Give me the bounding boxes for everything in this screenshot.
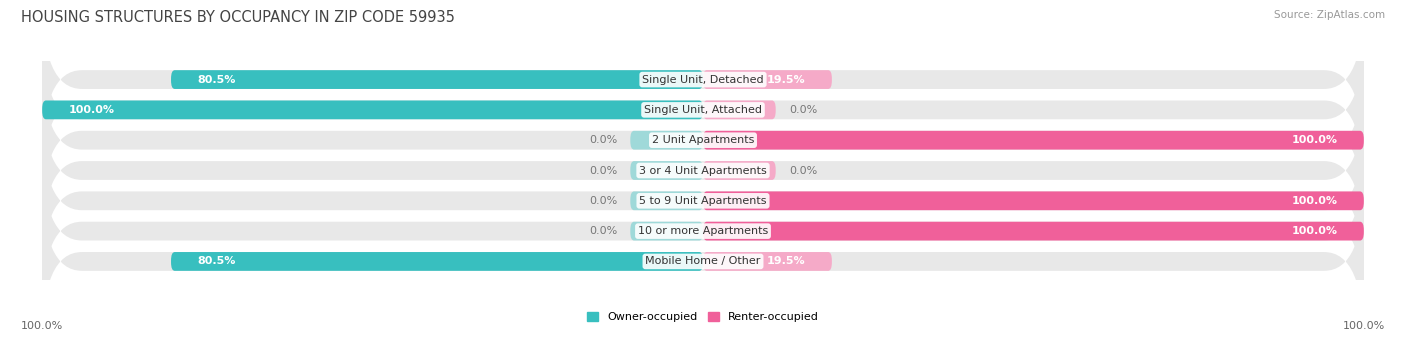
Text: 80.5%: 80.5% (197, 75, 236, 85)
Text: 100.0%: 100.0% (1291, 135, 1337, 145)
Text: Source: ZipAtlas.com: Source: ZipAtlas.com (1274, 10, 1385, 20)
Text: 10 or more Apartments: 10 or more Apartments (638, 226, 768, 236)
FancyBboxPatch shape (172, 252, 703, 271)
FancyBboxPatch shape (630, 131, 703, 150)
FancyBboxPatch shape (630, 191, 703, 210)
FancyBboxPatch shape (42, 28, 1364, 191)
Text: 100.0%: 100.0% (69, 105, 115, 115)
FancyBboxPatch shape (42, 59, 1364, 222)
FancyBboxPatch shape (630, 222, 703, 240)
FancyBboxPatch shape (703, 161, 776, 180)
FancyBboxPatch shape (42, 89, 1364, 252)
Text: 0.0%: 0.0% (589, 196, 617, 206)
FancyBboxPatch shape (703, 222, 1364, 240)
FancyBboxPatch shape (703, 191, 1364, 210)
Text: 0.0%: 0.0% (789, 105, 817, 115)
Text: Single Unit, Detached: Single Unit, Detached (643, 75, 763, 85)
FancyBboxPatch shape (703, 101, 776, 119)
FancyBboxPatch shape (42, 119, 1364, 282)
FancyBboxPatch shape (703, 252, 832, 271)
FancyBboxPatch shape (42, 150, 1364, 313)
Text: 2 Unit Apartments: 2 Unit Apartments (652, 135, 754, 145)
Text: 19.5%: 19.5% (766, 75, 806, 85)
FancyBboxPatch shape (42, 101, 703, 119)
Text: 80.5%: 80.5% (197, 256, 236, 266)
Text: Single Unit, Attached: Single Unit, Attached (644, 105, 762, 115)
Text: 100.0%: 100.0% (1343, 321, 1385, 331)
Text: 0.0%: 0.0% (789, 165, 817, 176)
FancyBboxPatch shape (42, 0, 1364, 161)
FancyBboxPatch shape (42, 180, 1364, 341)
Text: 0.0%: 0.0% (589, 226, 617, 236)
FancyBboxPatch shape (630, 161, 703, 180)
Text: 100.0%: 100.0% (1291, 196, 1337, 206)
Text: 100.0%: 100.0% (21, 321, 63, 331)
Text: 0.0%: 0.0% (589, 135, 617, 145)
Text: 5 to 9 Unit Apartments: 5 to 9 Unit Apartments (640, 196, 766, 206)
Text: HOUSING STRUCTURES BY OCCUPANCY IN ZIP CODE 59935: HOUSING STRUCTURES BY OCCUPANCY IN ZIP C… (21, 10, 456, 25)
Text: Mobile Home / Other: Mobile Home / Other (645, 256, 761, 266)
Text: 100.0%: 100.0% (1291, 226, 1337, 236)
Text: 19.5%: 19.5% (766, 256, 806, 266)
FancyBboxPatch shape (172, 70, 703, 89)
FancyBboxPatch shape (703, 131, 1364, 150)
Legend: Owner-occupied, Renter-occupied: Owner-occupied, Renter-occupied (586, 312, 820, 322)
FancyBboxPatch shape (703, 70, 832, 89)
Text: 3 or 4 Unit Apartments: 3 or 4 Unit Apartments (640, 165, 766, 176)
Text: 0.0%: 0.0% (589, 165, 617, 176)
